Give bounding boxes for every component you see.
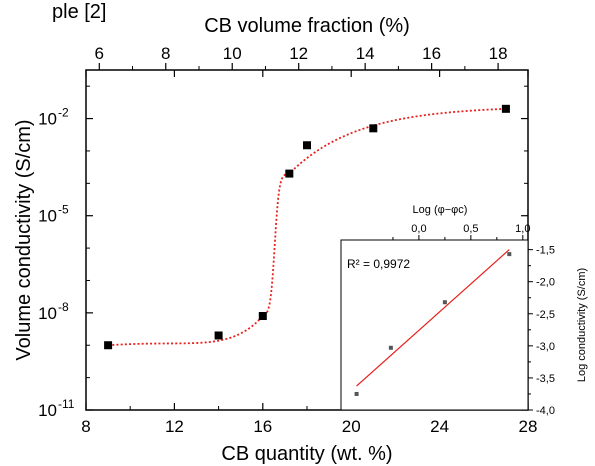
main-data-point — [258, 311, 267, 320]
y-axis-title: Volume conductivity (S/cm) — [13, 119, 35, 360]
main-data-point — [303, 141, 311, 150]
x2-tick-label: 10 — [223, 44, 242, 63]
inset-y-tick-label: -3,5 — [536, 373, 555, 385]
inset-y-axis-title: Log conductivity (S/cm) — [576, 268, 588, 382]
x-tick-label: 12 — [165, 417, 184, 436]
y-tick-label: 10 -11 — [38, 397, 75, 420]
y-tick-label-exponent: -8 — [58, 300, 69, 314]
x-axis-title: CB quantity (wt. %) — [221, 443, 392, 465]
inset-x-tick-label: 0,0 — [411, 223, 426, 235]
y-tick-label: 10 -5 — [38, 203, 69, 226]
main-fit-curve-group — [108, 107, 506, 347]
x2-tick-label: 18 — [489, 44, 508, 63]
main-fit-curve — [108, 107, 506, 347]
main-data-point — [285, 169, 294, 178]
y-tick-label: 10 -8 — [38, 300, 69, 323]
y-tick-label-exponent: -11 — [58, 397, 75, 411]
y-tick-label-base: 10 — [38, 110, 57, 129]
inset-axes-ticks: 0,0 0,5 1,0 -1,5 -2,0 -2,5 -3,0 -3,5 -4,0 — [392, 223, 555, 417]
x-tick-label: 24 — [430, 417, 449, 436]
x2-tick-label: 16 — [422, 44, 441, 63]
inset-x-tick-label: 0,5 — [463, 223, 478, 235]
main-data-point — [104, 341, 113, 350]
x2-tick-label: 6 — [95, 44, 104, 63]
inset-fit-line — [356, 249, 510, 387]
inset-data-point — [388, 345, 393, 350]
top-axis-title: CB volume fraction (%) — [204, 15, 410, 37]
inset-y-tick-label: -4,0 — [536, 405, 555, 417]
y-tick-label-base: 10 — [38, 401, 57, 420]
inset-top-axis-title: Log (φ−φc) — [413, 204, 468, 216]
inset-data-point — [507, 252, 512, 257]
main-data-point — [214, 331, 223, 340]
x-tick-label: 16 — [253, 417, 272, 436]
x2-tick-label: 8 — [161, 44, 170, 63]
header-fragment: ple [2] — [52, 1, 106, 23]
inset-data-points — [354, 252, 512, 396]
y-tick-label-base: 10 — [38, 304, 57, 323]
x-tick-label: 20 — [342, 417, 361, 436]
inset-data-point — [354, 391, 359, 396]
y-tick-label-base: 10 — [38, 207, 57, 226]
inset-r-squared: R² = 0,9972 — [347, 257, 410, 271]
inset-y-tick-label: -1,5 — [536, 245, 555, 257]
y-tick-label-exponent: -5 — [58, 203, 69, 217]
inset-y-tick-label: -2,0 — [536, 277, 555, 289]
y-tick-label: 10 -2 — [38, 106, 69, 129]
x2-tick-label: 14 — [356, 44, 375, 63]
x-tick-label: 8 — [81, 417, 90, 436]
main-data-point — [369, 124, 378, 133]
y-tick-label-exponent: -2 — [58, 106, 69, 120]
main-data-points — [104, 104, 510, 350]
inset-y-tick-label: -3,0 — [536, 341, 555, 353]
x-tick-label: 28 — [519, 417, 538, 436]
inset-data-point — [442, 300, 447, 305]
main-data-point — [501, 104, 510, 113]
inset-x-tick-label: 1,0 — [515, 223, 530, 235]
inset-plot-frame — [340, 239, 529, 411]
inset-y-tick-label: -2,5 — [536, 309, 555, 321]
x2-tick-label: 12 — [289, 44, 308, 63]
